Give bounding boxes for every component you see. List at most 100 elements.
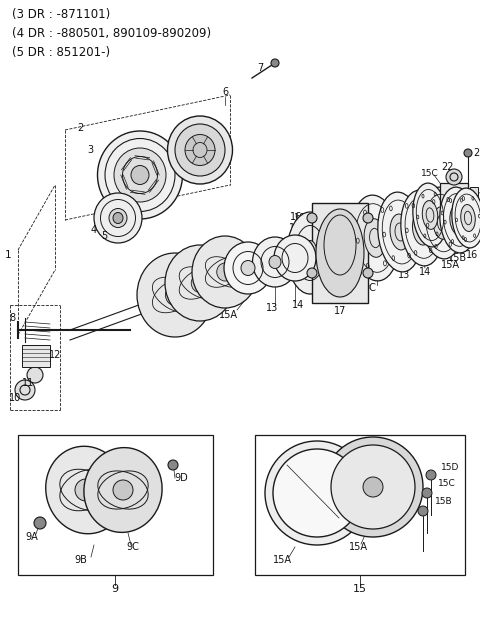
Ellipse shape: [224, 242, 272, 294]
Ellipse shape: [413, 183, 447, 247]
Circle shape: [418, 506, 428, 516]
Text: 13: 13: [266, 303, 278, 313]
Text: 8: 8: [9, 313, 15, 323]
Bar: [440, 183, 468, 228]
Ellipse shape: [131, 165, 149, 184]
Text: 15B: 15B: [289, 223, 309, 233]
Ellipse shape: [109, 209, 127, 228]
Circle shape: [323, 437, 423, 537]
Text: 15B: 15B: [435, 497, 453, 505]
Text: 11: 11: [22, 378, 34, 388]
Text: 14: 14: [292, 300, 304, 310]
Text: 14: 14: [419, 267, 431, 277]
Text: 15A: 15A: [273, 555, 291, 565]
Text: 5: 5: [101, 231, 107, 241]
Text: 9D: 9D: [451, 227, 465, 237]
Text: 15: 15: [353, 584, 367, 594]
Ellipse shape: [97, 131, 182, 219]
Ellipse shape: [46, 446, 126, 534]
Ellipse shape: [252, 237, 298, 287]
Circle shape: [363, 477, 383, 497]
Bar: [22, 345, 50, 367]
Ellipse shape: [191, 273, 209, 292]
Circle shape: [307, 268, 317, 278]
Circle shape: [363, 268, 373, 278]
Ellipse shape: [75, 479, 97, 501]
Text: 9: 9: [111, 584, 119, 594]
Circle shape: [15, 380, 35, 400]
Text: 22: 22: [442, 162, 454, 172]
Ellipse shape: [440, 187, 476, 253]
Circle shape: [446, 169, 462, 185]
Circle shape: [307, 213, 317, 223]
Ellipse shape: [303, 241, 317, 265]
Text: 15C: 15C: [438, 479, 456, 487]
Text: 9C: 9C: [363, 283, 376, 293]
Circle shape: [422, 488, 432, 498]
Text: (3 DR : -871101): (3 DR : -871101): [12, 8, 110, 21]
Ellipse shape: [165, 245, 235, 321]
Circle shape: [363, 213, 373, 223]
Ellipse shape: [185, 135, 215, 165]
Text: 15A: 15A: [441, 260, 459, 270]
Circle shape: [464, 149, 472, 157]
Text: 19: 19: [438, 195, 450, 205]
Circle shape: [426, 470, 436, 480]
Ellipse shape: [241, 260, 255, 276]
Text: 12: 12: [49, 350, 61, 360]
Text: 9B: 9B: [74, 555, 87, 565]
Ellipse shape: [287, 212, 333, 294]
Ellipse shape: [269, 255, 281, 268]
Text: 1: 1: [5, 250, 12, 260]
Ellipse shape: [113, 480, 133, 500]
Text: (5 DR : 851201-): (5 DR : 851201-): [12, 46, 110, 59]
Ellipse shape: [274, 235, 316, 281]
Ellipse shape: [114, 148, 166, 202]
Ellipse shape: [137, 253, 213, 337]
Circle shape: [271, 59, 279, 67]
Circle shape: [265, 441, 369, 545]
Text: 15B: 15B: [448, 253, 468, 263]
Ellipse shape: [433, 207, 451, 239]
Circle shape: [168, 460, 178, 470]
Text: 13: 13: [398, 270, 410, 280]
Text: 9A: 9A: [145, 287, 158, 297]
Circle shape: [273, 449, 361, 537]
Text: 18: 18: [429, 195, 441, 205]
Text: 4: 4: [91, 225, 97, 235]
Ellipse shape: [94, 193, 142, 243]
Text: 6: 6: [222, 87, 228, 97]
Text: 15A: 15A: [348, 542, 368, 552]
Circle shape: [314, 209, 322, 217]
Text: 15D: 15D: [423, 189, 441, 197]
Ellipse shape: [422, 201, 438, 230]
Text: 3: 3: [87, 145, 93, 155]
Text: 9A: 9A: [25, 532, 38, 542]
Circle shape: [450, 220, 460, 230]
Ellipse shape: [450, 205, 466, 235]
Text: 16: 16: [466, 250, 478, 260]
Bar: [255, 435, 465, 575]
Text: 18: 18: [294, 213, 306, 223]
Bar: [18, 435, 213, 575]
Text: 15D: 15D: [441, 463, 459, 471]
Ellipse shape: [401, 190, 443, 266]
Ellipse shape: [113, 212, 123, 223]
Text: 23: 23: [473, 148, 480, 158]
Ellipse shape: [412, 211, 432, 245]
Ellipse shape: [168, 116, 232, 184]
Bar: [312, 203, 368, 303]
Text: 17: 17: [334, 306, 346, 316]
Ellipse shape: [461, 205, 475, 231]
Text: 2: 2: [77, 123, 83, 133]
Text: 15C: 15C: [421, 168, 439, 178]
Text: 15A: 15A: [218, 310, 238, 320]
Ellipse shape: [192, 236, 258, 308]
Ellipse shape: [364, 218, 386, 257]
Text: (4 DR : -880501, 890109-890209): (4 DR : -880501, 890109-890209): [12, 27, 211, 40]
Ellipse shape: [378, 192, 422, 272]
Circle shape: [27, 367, 43, 383]
Ellipse shape: [217, 263, 233, 281]
Text: 9D: 9D: [174, 473, 188, 483]
Text: 9C: 9C: [127, 542, 139, 552]
